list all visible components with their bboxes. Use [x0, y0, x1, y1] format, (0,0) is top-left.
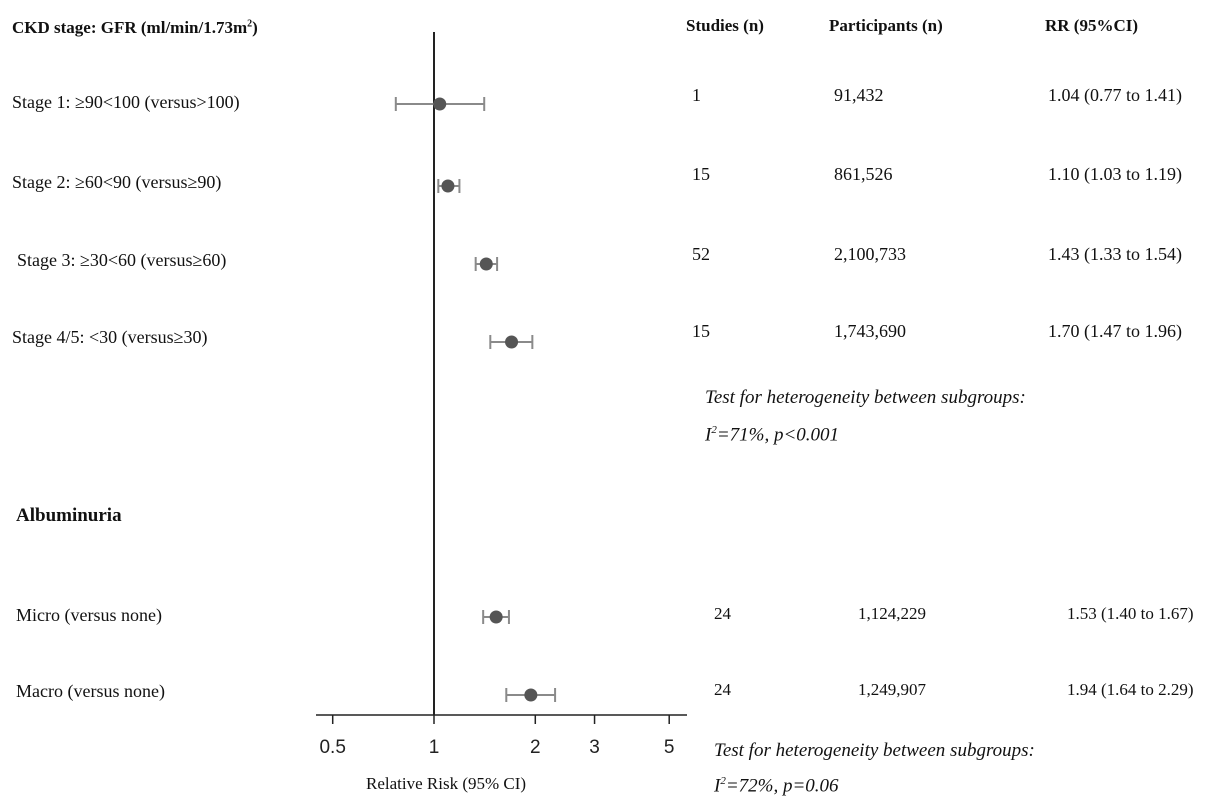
- row-label-micro: Micro (versus none): [16, 605, 162, 625]
- group-heading-albuminuria: Albuminuria: [16, 505, 122, 526]
- studies-stage1: 1: [692, 85, 701, 105]
- point-estimate: [441, 179, 455, 193]
- row-label-macro: Macro (versus none): [16, 681, 165, 701]
- rr-stage45: 1.70 (1.47 to 1.96): [1048, 321, 1182, 341]
- rr-stage1: 1.04 (0.77 to 1.41): [1048, 85, 1182, 105]
- participants-stage2: 861,526: [834, 164, 893, 184]
- rr-stage3: 1.43 (1.33 to 1.54): [1048, 244, 1182, 264]
- column-header-rr: RR (95%CI): [1045, 16, 1139, 35]
- column-header-participants: Participants (n): [829, 16, 943, 35]
- row-label-stage3: Stage 3: ≥30<60 (versus≥60): [17, 250, 227, 270]
- participants-micro: 1,124,229: [858, 604, 926, 623]
- x-tick-label: 0.5: [319, 737, 345, 758]
- point-estimate: [524, 688, 538, 702]
- row-label-stage1: Stage 1: ≥90<100 (versus>100): [12, 92, 240, 112]
- row-label-stage45: Stage 4/5: <30 (versus≥30): [12, 327, 208, 347]
- x-tick-label: 5: [664, 737, 675, 758]
- x-tick-label: 2: [530, 737, 541, 758]
- rr-macro: 1.94 (1.64 to 2.29): [1067, 680, 1194, 699]
- participants-stage1: 91,432: [834, 85, 884, 105]
- rr-micro: 1.53 (1.40 to 1.67): [1067, 604, 1194, 623]
- x-tick-label: 3: [589, 737, 600, 758]
- studies-stage3: 52: [692, 244, 710, 264]
- heterogeneity-note-albuminuria: Test for heterogeneity between subgroups…: [714, 740, 1035, 797]
- studies-stage2: 15: [692, 164, 710, 184]
- x-axis-title: Relative Risk (95% CI): [366, 774, 527, 793]
- participants-macro: 1,249,907: [858, 680, 926, 699]
- point-estimate: [433, 97, 447, 111]
- point-estimate: [489, 610, 503, 624]
- column-header-studies: Studies (n): [686, 16, 764, 35]
- studies-macro: 24: [714, 680, 731, 699]
- heterogeneity-note-ckd: Test for heterogeneity between subgroups…: [705, 387, 1026, 446]
- row-label-stage2: Stage 2: ≥60<90 (versus≥90): [12, 172, 222, 192]
- studies-micro: 24: [714, 604, 731, 623]
- participants-stage3: 2,100,733: [834, 244, 906, 264]
- studies-stage45: 15: [692, 321, 710, 341]
- x-tick-label: 1: [429, 737, 440, 758]
- point-estimate: [505, 335, 519, 349]
- participants-stage45: 1,743,690: [834, 321, 906, 341]
- rr-stage2: 1.10 (1.03 to 1.19): [1048, 164, 1182, 184]
- group-heading-ckd: CKD stage: GFR (ml/min/1.73m2): [12, 18, 258, 37]
- point-estimate: [479, 257, 493, 271]
